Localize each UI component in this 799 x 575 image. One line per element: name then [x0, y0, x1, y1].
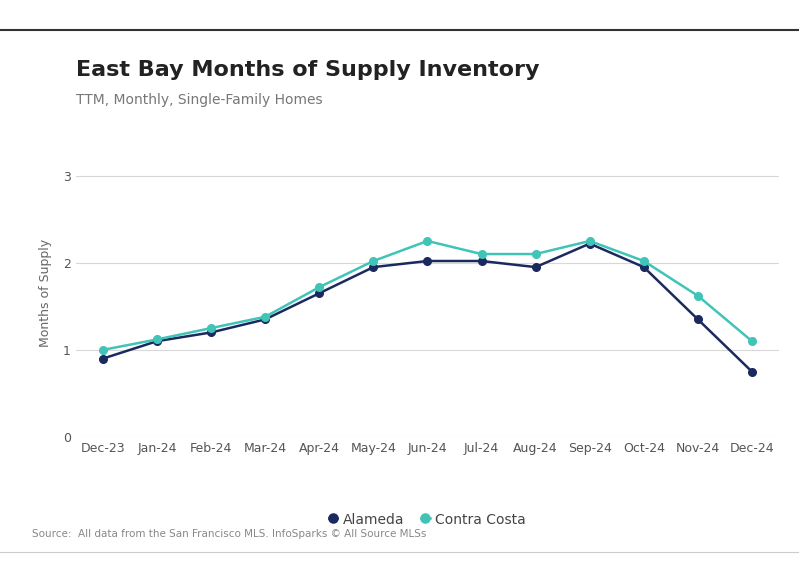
Text: East Bay Months of Supply Inventory: East Bay Months of Supply Inventory	[76, 60, 539, 81]
Text: TTM, Monthly, Single-Family Homes: TTM, Monthly, Single-Family Homes	[76, 93, 323, 107]
Contra Costa	[477, 251, 487, 258]
Contra Costa	[531, 251, 540, 258]
Contra Costa	[639, 258, 649, 264]
Alameda	[477, 258, 487, 264]
Alameda	[423, 258, 432, 264]
Legend: Alameda, Contra Costa: Alameda, Contra Costa	[324, 507, 531, 532]
Y-axis label: Months of Supply: Months of Supply	[39, 239, 52, 347]
Contra Costa	[98, 346, 108, 353]
Alameda	[747, 368, 757, 375]
Alameda	[585, 240, 594, 247]
Alameda	[206, 329, 216, 336]
Alameda	[260, 316, 270, 323]
Line: Alameda: Alameda	[99, 240, 756, 375]
Contra Costa	[206, 325, 216, 332]
Contra Costa	[747, 338, 757, 344]
Alameda	[315, 290, 324, 297]
Contra Costa	[693, 293, 702, 300]
Alameda	[693, 316, 702, 323]
Contra Costa	[153, 336, 162, 343]
Contra Costa	[585, 237, 594, 244]
Alameda	[531, 264, 540, 271]
Contra Costa	[315, 283, 324, 290]
Contra Costa	[260, 313, 270, 320]
Alameda	[98, 355, 108, 362]
Alameda	[368, 264, 378, 271]
Alameda	[153, 338, 162, 344]
Contra Costa	[368, 258, 378, 264]
Contra Costa	[423, 237, 432, 244]
Text: Source:  All data from the San Francisco MLS. InfoSparks © All Source MLSs: Source: All data from the San Francisco …	[32, 530, 427, 539]
Alameda	[639, 264, 649, 271]
Line: Contra Costa: Contra Costa	[99, 237, 756, 354]
